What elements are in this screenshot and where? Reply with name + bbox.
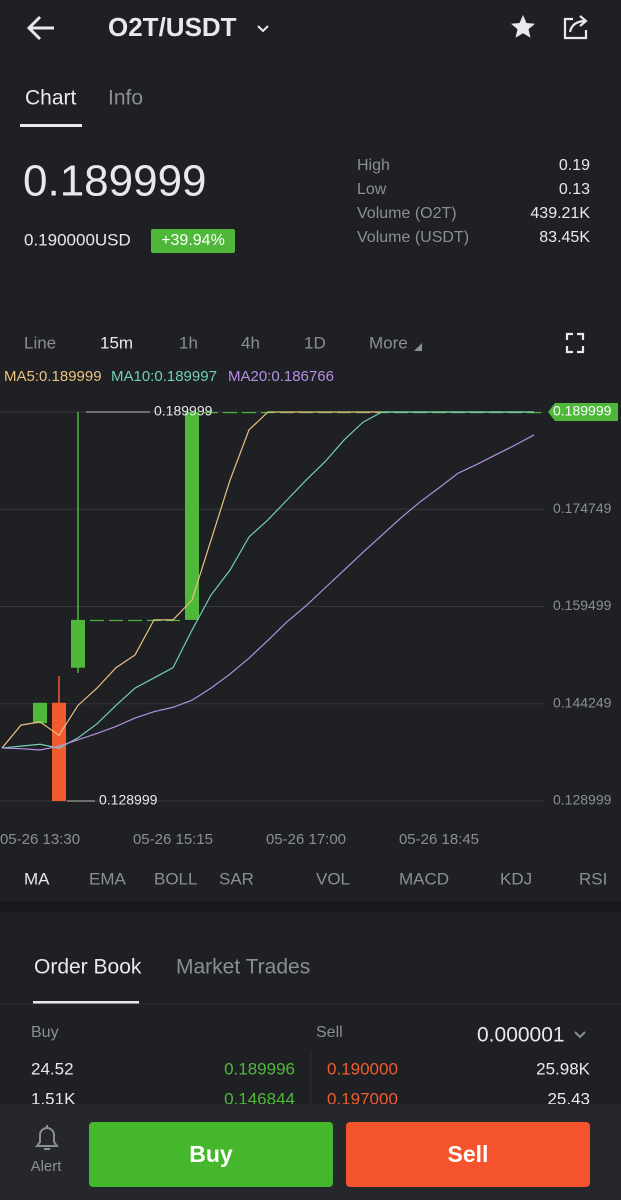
bid-price: 0.146844 [224,1089,295,1108]
buy-header: Buy [31,1024,59,1041]
ask-price: 0.197000 [327,1089,398,1108]
ask-price: 0.190000 [327,1059,398,1078]
candle-body [242,412,256,414]
candle-body [109,619,123,622]
pair-title[interactable]: O2T/USDT [108,12,237,42]
candle-body [166,619,180,622]
back-button[interactable] [26,15,54,41]
x-tick-label: 05-26 17:00 [266,831,346,848]
tab-underline [20,124,82,127]
candle-body [204,412,218,414]
interval-more[interactable]: More [369,333,408,352]
pair-dropdown[interactable] [257,25,269,33]
indicator-active[interactable]: MA [24,869,50,888]
indicator[interactable]: EMA [89,869,127,888]
interval[interactable]: 1h [179,333,198,352]
ma-line [1,411,534,749]
y-tick-label: 0.144249 [553,694,612,710]
buy-button-label[interactable]: Buy [189,1141,233,1167]
y-tick-label: 0.159499 [553,597,612,613]
x-tick-label: 05-26 15:15 [133,831,213,848]
y-tick-label: 0.128999 [553,792,612,808]
legend-entry: MA10:0.189997 [111,368,217,385]
fullscreen-icon[interactable] [565,332,585,354]
bid-amount: 24.52 [31,1059,74,1078]
indicator[interactable]: VOL [316,869,350,888]
stat-value: 0.13 [559,181,590,198]
orderbook-tab[interactable]: Order Book [34,956,142,979]
share-icon[interactable] [563,15,588,40]
change-percent: +39.94% [161,232,225,249]
precision-caret [574,1031,586,1039]
candle-body [90,619,104,622]
stat-value: 439.21K [530,205,590,222]
trades-tab[interactable]: Market Trades [176,956,310,979]
candle-body [185,412,199,620]
candle-body [33,702,47,724]
stat-value: 83.45K [539,229,590,246]
stat-label: Volume (O2T) [357,205,457,222]
more-caret [414,343,422,351]
alert-label[interactable]: Alert [31,1158,63,1175]
sell-header: Sell [316,1024,343,1041]
usd-price: 0.190000USD [24,230,131,249]
candle-body [223,412,237,414]
favorite-icon[interactable] [511,15,535,38]
interval[interactable]: 4h [241,333,260,352]
sell-button-label[interactable]: Sell [448,1141,489,1167]
last-price: 0.189999 [23,157,207,206]
indicator[interactable]: RSI [579,869,607,888]
stat-label: Low [357,181,387,198]
indicator[interactable]: SAR [219,869,254,888]
tab-underline [33,1001,139,1004]
indicator[interactable]: MACD [399,869,449,888]
candlestick-chart: 0.128999 0.144249 0.159499 0.174749 0.189999… [0,368,618,848]
tab-chart[interactable]: Chart [25,87,77,110]
bid-amount: 1.51K [31,1089,76,1108]
ask-amount: 25.43 [547,1089,590,1108]
y-tick-label: 0.189999 [553,403,612,419]
tab-info[interactable]: Info [108,87,143,110]
indicator[interactable]: BOLL [154,869,197,888]
stat-label: Volume (USDT) [357,229,469,246]
interval[interactable]: 1D [304,333,326,352]
y-tick-label: 0.174749 [553,500,612,516]
section-divider [0,902,621,912]
indicator[interactable]: KDJ [500,869,532,888]
precision-select[interactable]: 0.000001 [477,1024,565,1047]
max-label: 0.189999 [154,403,213,419]
legend-entry: MA5:0.189999 [4,368,102,385]
candle-body [128,619,142,622]
interval[interactable]: Line [24,333,56,352]
candle-body [52,702,66,801]
buy-button[interactable] [89,1122,333,1187]
sell-button[interactable] [346,1122,590,1187]
ma-line [1,434,535,751]
stat-label: High [357,157,390,174]
candle-body [71,619,85,668]
min-label: 0.128999 [99,792,158,808]
ask-amount: 25.98K [536,1059,591,1078]
x-tick-label: 05-26 18:45 [399,831,479,848]
alert-icon[interactable] [35,1125,59,1150]
stat-value: 0.19 [559,157,590,174]
bid-price: 0.189996 [224,1059,295,1078]
interval-active[interactable]: 15m [100,333,133,352]
change-badge [151,229,235,253]
x-tick-label: 05-26 13:30 [0,831,80,848]
last-price-tag [548,403,618,421]
legend-entry: MA20:0.186766 [228,368,334,385]
